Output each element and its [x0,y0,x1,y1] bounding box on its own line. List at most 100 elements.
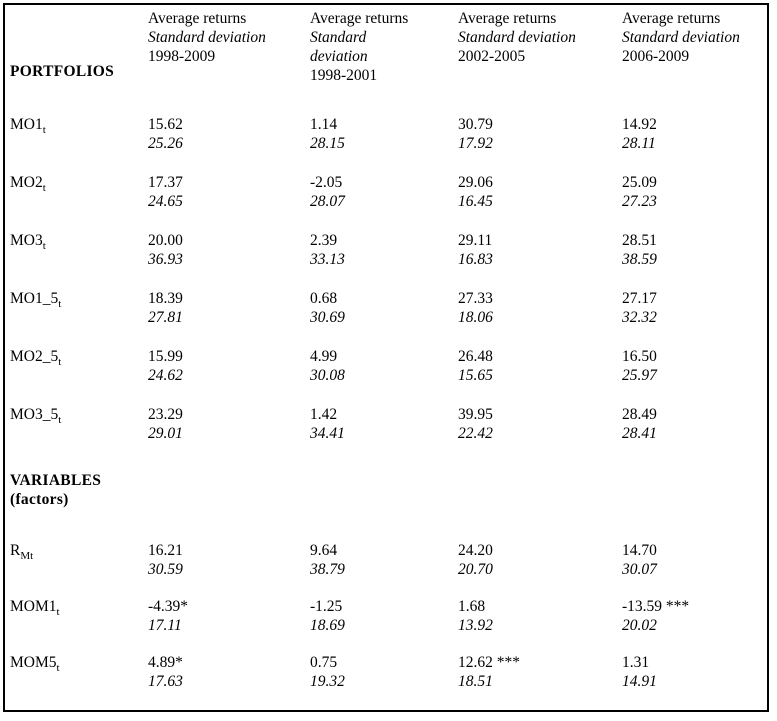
average-return-value: 23.29 [148,406,183,423]
column-header-returns-label: Average returns [458,10,557,27]
average-return-value: 4.99 [310,348,338,365]
stddev-value: 20.02 [622,617,657,634]
column-header-stddev-label: Standard deviation [458,29,576,46]
summary-statistics-table: PORTFOLIOS Average returns Standard devi… [3,3,769,712]
stddev-value: 16.83 [458,251,493,268]
average-return-value: 0.75 [310,654,338,671]
average-return-value: 15.62 [148,116,183,133]
stddev-value: 28.11 [622,135,656,152]
stddev-value: 15.65 [458,367,493,384]
stddev-value: 28.07 [310,193,345,210]
average-return-value: 4.89* [148,654,183,671]
average-return-value: 9.64 [310,542,338,559]
cell-1998-2009: 20.00 36.93 [148,231,310,289]
variables-section-header: VARIABLES (factors) [5,463,767,541]
row-label: MO1_5t [10,289,148,347]
stddev-value: 30.69 [310,309,345,326]
row-label: RMt [10,541,148,597]
table-row-mo3-5: MO3_5t 23.29 29.01 1.42 34.41 39.95 22.42 2… [5,405,767,463]
stddev-value: 17.11 [148,617,182,634]
column-header-returns-label: Average returns [310,10,409,27]
stddev-value: 33.13 [310,251,345,268]
cell-1998-2001: 0.68 30.69 [310,289,458,347]
cell-2002-2005: 39.95 22.42 [458,405,622,463]
row-label-main: MO2 [10,174,43,191]
row-label: MO3t [10,231,148,289]
stddev-value: 32.32 [622,309,657,326]
cell-1998-2001: 4.99 30.08 [310,347,458,405]
table-row-mo2: MO2t 17.37 24.65 -2.05 28.07 29.06 16.45 25… [5,173,767,231]
variables-section-subtitle: (factors) [10,491,69,508]
stddev-value: 38.79 [310,561,345,578]
cell-2002-2005: 26.48 15.65 [458,347,622,405]
average-return-value: 39.95 [458,406,493,423]
average-return-value: 30.79 [458,116,493,133]
stddev-value: 18.51 [458,673,493,690]
cell-1998-2009: 23.29 29.01 [148,405,310,463]
row-label: MOM1t [10,597,148,653]
stddev-value: 25.97 [622,367,657,384]
stddev-value: 24.62 [148,367,183,384]
average-return-value: 20.00 [148,232,183,249]
column-header-returns-label: Average returns [148,10,247,27]
row-label-subscript: t [58,356,62,369]
stddev-value: 28.41 [622,425,657,442]
row-label-subscript: t [42,124,46,137]
cell-1998-2001: 1.14 28.15 [310,115,458,173]
average-return-value: 16.21 [148,542,183,559]
stddev-value: 30.07 [622,561,657,578]
cell-2006-2009: 14.92 28.11 [622,115,767,173]
stddev-value: 20.70 [458,561,493,578]
average-return-value: 0.68 [310,290,338,307]
variables-section-title-block: VARIABLES (factors) [10,471,148,541]
stddev-value: 22.42 [458,425,493,442]
row-label-subscript: t [58,298,62,311]
cell-1998-2009: 16.21 30.59 [148,541,310,597]
column-header-1998-2009: Average returns Standard deviation 1998-… [148,9,310,115]
table-row-mo3: MO3t 20.00 36.93 2.39 33.13 29.11 16.83 28.… [5,231,767,289]
cell-2006-2009: 16.50 25.97 [622,347,767,405]
cell-2006-2009: -13.59 *** 20.02 [622,597,767,653]
cell-2006-2009: 1.31 14.91 [622,653,767,709]
average-return-value: 1.31 [622,654,650,671]
table-row-mom1: MOM1t -4.39* 17.11 -1.25 18.69 1.68 13.92 -… [5,597,767,653]
cell-1998-2001: -1.25 18.69 [310,597,458,653]
average-return-value: 12.62 *** [458,654,520,671]
cell-1998-2001: 0.75 19.32 [310,653,458,709]
cell-1998-2001: 9.64 38.79 [310,541,458,597]
cell-2002-2005: 24.20 20.70 [458,541,622,597]
stddev-value: 18.69 [310,617,345,634]
cell-1998-2009: 18.39 27.81 [148,289,310,347]
stddev-value: 27.81 [148,309,183,326]
stddev-value: 16.45 [458,193,493,210]
portfolios-section-title: PORTFOLIOS [10,63,115,80]
stddev-value: 27.23 [622,193,657,210]
variables-section-title: VARIABLES [10,472,102,489]
cell-1998-2001: 2.39 33.13 [310,231,458,289]
column-header-stddev-label: Standard deviation [622,29,740,46]
table-row-mo1-5: MO1_5t 18.39 27.81 0.68 30.69 27.33 18.06 2… [5,289,767,347]
stddev-value: 17.92 [458,135,493,152]
row-label-main: MO1_5 [10,290,59,307]
column-header-period: 1998-2009 [148,48,216,65]
cell-1998-2001: 1.42 34.41 [310,405,458,463]
row-label: MOM5t [10,653,148,709]
average-return-value: 17.37 [148,174,183,191]
column-header-stddev-label: Standard deviation [148,29,266,46]
average-return-value: 14.70 [622,542,657,559]
average-return-value: 29.11 [458,232,493,249]
stddev-value: 28.15 [310,135,345,152]
cell-1998-2009: -4.39* 17.11 [148,597,310,653]
average-return-value: 18.39 [148,290,183,307]
stddev-value: 13.92 [458,617,493,634]
row-label-main: R [10,542,21,559]
row-label-subscript: t [42,240,46,253]
column-header-period: 1998-2001 [310,67,378,84]
column-header-period: 2006-2009 [622,48,690,65]
average-return-value: 14.92 [622,116,657,133]
average-return-value: 27.33 [458,290,493,307]
cell-2002-2005: 29.11 16.83 [458,231,622,289]
table-row-rm: RMt 16.21 30.59 9.64 38.79 24.20 20.70 14.7… [5,541,767,597]
average-return-value: 1.14 [310,116,338,133]
